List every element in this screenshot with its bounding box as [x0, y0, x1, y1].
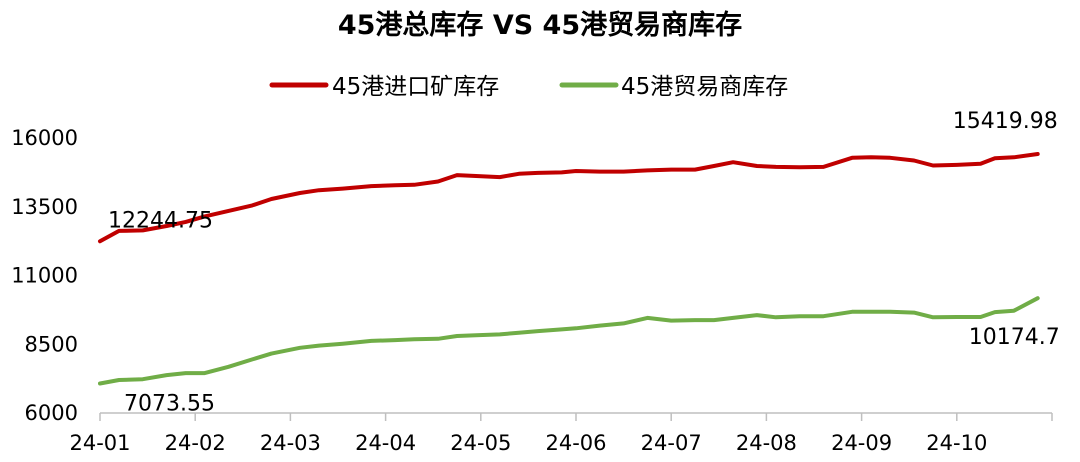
- x-tick-label: 24-05: [450, 431, 511, 455]
- y-tick-label: 13500: [11, 195, 78, 219]
- chart-title: 45港总库存 VS 45港贸易商库存: [338, 10, 742, 41]
- legend-label-stock: 45港进口矿库存: [332, 74, 499, 100]
- series-layer: [98, 152, 1040, 386]
- x-tick-label: 24-09: [831, 431, 892, 455]
- x-tick-label: 24-01: [69, 431, 130, 455]
- data-label: 10174.7: [969, 325, 1060, 350]
- legend: 45港进口矿库存 45港贸易商库存: [269, 74, 788, 100]
- x-tick-label: 24-06: [545, 431, 606, 455]
- x-tick-label: 24-08: [736, 431, 797, 455]
- x-tick-label: 24-07: [641, 431, 702, 455]
- y-tick-label: 16000: [11, 126, 78, 150]
- x-tick-label: 24-02: [165, 431, 226, 455]
- x-tick-label: 24-03: [260, 431, 321, 455]
- data-label: 7073.55: [124, 391, 215, 416]
- x-tick-label: 24-04: [355, 431, 416, 455]
- x-axis: 24-01 24-02 24-03 24-04 24-05 24-06 24-07 24-08…: [69, 412, 1053, 455]
- y-axis: 6000 8500 11000 13500 16000: [11, 126, 78, 425]
- legend-label-trader: 45港贸易商库存: [621, 74, 788, 100]
- series-line-stock: [98, 152, 1040, 244]
- x-tick-label: 24-10: [926, 431, 987, 455]
- data-label: 12244.75: [108, 208, 213, 233]
- series-line-trader: [98, 296, 1040, 386]
- y-tick-label: 8500: [25, 332, 78, 356]
- data-label: 15419.98: [953, 109, 1058, 134]
- y-tick-label: 6000: [25, 401, 78, 425]
- annotations: 12244.75 15419.98 7073.55 10174.7: [108, 109, 1060, 417]
- y-tick-label: 11000: [11, 264, 78, 288]
